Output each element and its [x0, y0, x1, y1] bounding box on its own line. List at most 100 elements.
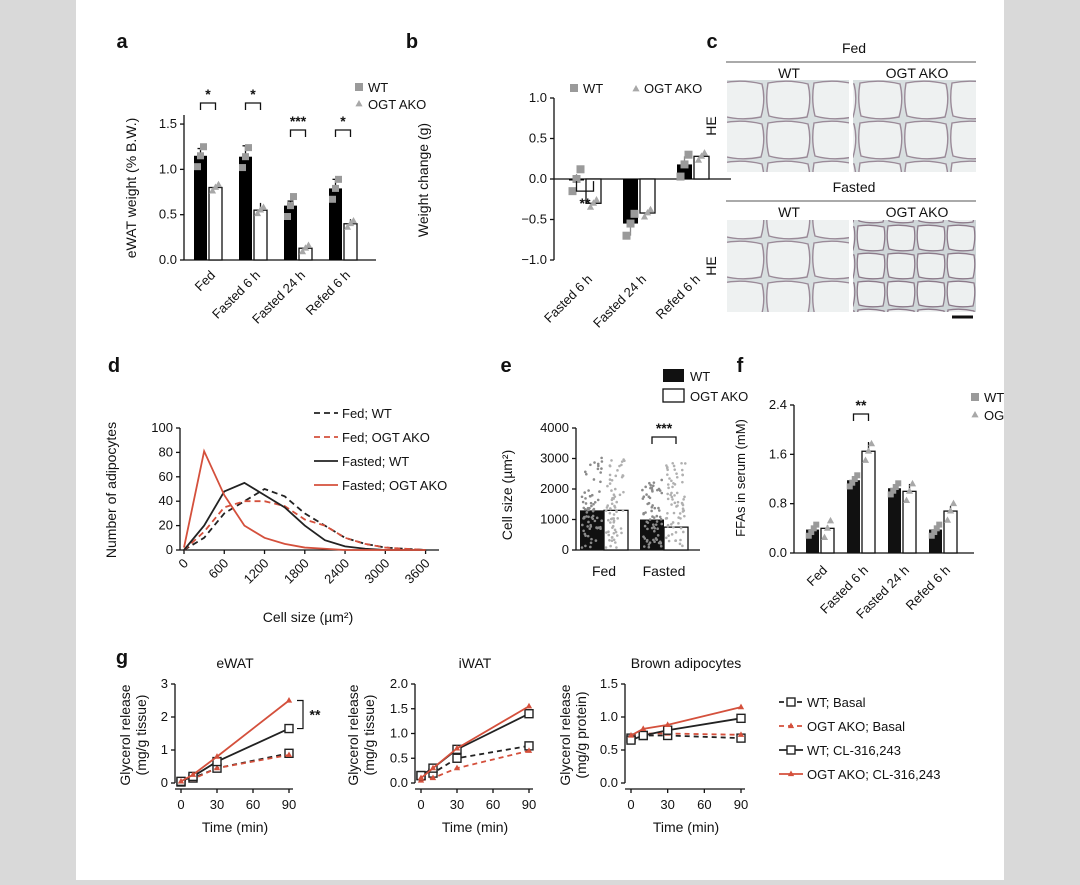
a-sig-bracket [334, 129, 352, 137]
e-dot-wt [584, 502, 588, 505]
b-dot-ako [640, 213, 649, 220]
e-dot-wt [651, 484, 655, 487]
a-bar-ako [208, 186, 223, 261]
e-dot-ako [674, 531, 678, 534]
a-sig-label: * [340, 113, 346, 129]
panel-label-c: c [706, 31, 717, 53]
d-x-tick-label: 1800 [281, 556, 312, 587]
g3-marker [736, 713, 746, 724]
b-dot-ako [589, 199, 598, 206]
e-dot-wt [659, 541, 663, 545]
a-bar-wt [194, 155, 207, 260]
e-dot-ako [615, 510, 618, 514]
e-dot-ako [673, 494, 676, 497]
panel-label-e: e [500, 355, 511, 377]
a-dot-ako [304, 241, 313, 248]
e-dot-ako [666, 497, 670, 501]
e-dot-ako [673, 468, 677, 471]
g1-y-tick-label: 0 [161, 775, 168, 790]
e-dot-wt [598, 490, 601, 493]
d-x-tick-label: 0 [175, 556, 191, 572]
e-dot-ako [613, 528, 617, 532]
g3-x-label: Time (min) [653, 819, 719, 835]
b-dot-wt [676, 172, 685, 181]
d-x-tick-label: 1200 [241, 556, 272, 587]
e-dot-wt [652, 538, 655, 542]
e-dot-ako [623, 459, 626, 463]
e-dot-ako [615, 546, 618, 549]
e-dot-ako [666, 468, 669, 472]
e-dot-ako [682, 498, 685, 501]
g2-x-label: Time (min) [442, 819, 508, 835]
e-dot-ako [671, 498, 674, 501]
e-sig-bracket [651, 436, 677, 444]
b-y-tick-label: 0.5 [529, 131, 547, 146]
e-dot-wt [593, 519, 597, 523]
e-dot-ako [673, 501, 677, 505]
a-dot-ako [253, 209, 262, 217]
b-dot-wt [684, 150, 693, 159]
d-x-tick-label: 3600 [402, 556, 433, 587]
g3-x-tick-label: 60 [697, 797, 711, 812]
g1-marker [284, 723, 294, 734]
e-dot-wt [581, 523, 584, 527]
b-dot-ako [694, 156, 703, 163]
e-dot-wt [654, 523, 658, 526]
a-dot-wt [287, 202, 294, 210]
e-dot-wt [582, 529, 585, 533]
e-dot-wt [596, 526, 599, 530]
e-dot-ako [612, 519, 616, 523]
d-y-label: Number of adipocytes [103, 422, 119, 558]
g2-y-tick-label: 0.0 [390, 775, 408, 790]
f-dot-ako [946, 507, 955, 514]
e-y-label: Cell size (µm²) [499, 450, 515, 541]
g2-x-tick-label: 60 [486, 797, 500, 812]
e-dot-wt [647, 543, 651, 546]
e-dot-ako [605, 531, 608, 534]
g3-series-line [630, 717, 742, 741]
e-dot-wt [657, 506, 660, 510]
e-dot-ako [614, 530, 618, 534]
e-dot-ako [614, 474, 618, 478]
e-dot-ako [611, 517, 614, 520]
f-dot-wt [851, 476, 858, 482]
f-dot-ako [943, 516, 952, 523]
b-dot-wt [680, 160, 689, 169]
e-dot-wt [654, 537, 658, 540]
c-stain-label: HE [703, 116, 719, 135]
e-dot-ako [678, 512, 682, 515]
e-dot-wt [595, 516, 599, 520]
d-legend-label: Fasted; WT [342, 454, 409, 469]
b-dot-wt [568, 187, 577, 196]
b-x-tick-label: Fasted 6 h [541, 272, 595, 326]
e-dot-wt [644, 485, 647, 489]
e-dot-ako [680, 468, 684, 472]
c-col-label-ako: OGT AKO [886, 204, 949, 220]
g2-marker [525, 702, 533, 709]
e-dot-wt [587, 489, 590, 492]
e-x-tick-label: Fasted [643, 563, 686, 579]
e-dot-ako [674, 539, 678, 542]
e-dot-ako [611, 524, 615, 528]
b-sig-label: ** [580, 195, 591, 211]
d-y-tick-label: 60 [159, 469, 173, 484]
f-dot-ako [861, 456, 870, 463]
f-y-tick-label: 0.0 [769, 545, 787, 560]
e-dot-wt [582, 517, 585, 520]
e-dot-wt [648, 496, 652, 500]
e-dot-wt [643, 537, 647, 540]
e-dot-wt [581, 500, 585, 504]
a-dot-ako [214, 180, 223, 188]
e-dot-ako [621, 474, 625, 478]
e-dot-wt [589, 545, 592, 549]
e-dot-ako [608, 478, 612, 481]
f-dot-wt [813, 521, 820, 528]
a-y-tick-label: 1.5 [159, 116, 177, 131]
f-x-tick-label: Fed [804, 563, 830, 589]
e-dot-ako [679, 526, 683, 530]
a-x-tick-label: Fed [192, 268, 218, 294]
e-dot-ako [666, 523, 670, 527]
e-dot-wt [600, 467, 603, 470]
